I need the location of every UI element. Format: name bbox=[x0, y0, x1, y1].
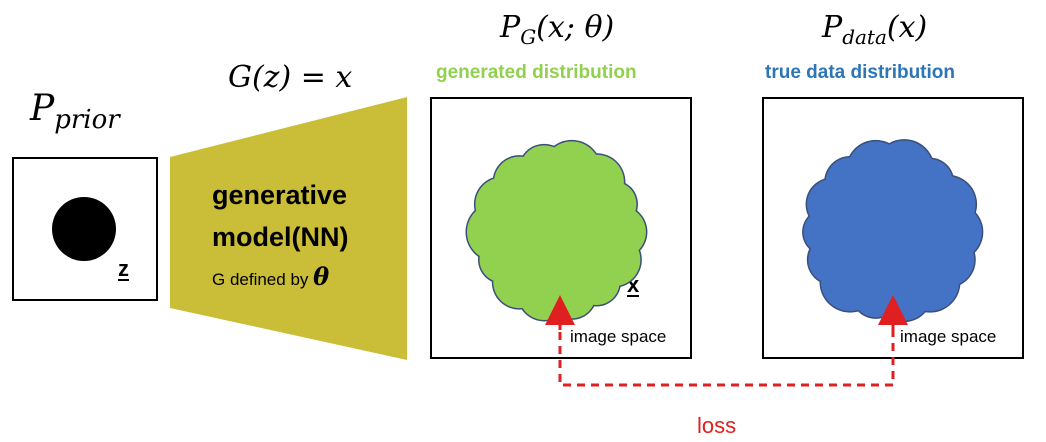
prior-box: z bbox=[12, 157, 158, 301]
generated-space-label: image space bbox=[570, 327, 667, 346]
generator-title-line1: generative bbox=[212, 180, 348, 210]
true-distribution-blob bbox=[802, 139, 984, 323]
true-math-label: Pdata(x) bbox=[822, 10, 927, 49]
loss-connector bbox=[558, 318, 895, 387]
prior-label: Pprior bbox=[30, 88, 120, 135]
generated-label: generated distribution bbox=[436, 62, 637, 83]
generator-caption-prefix: G defined by bbox=[212, 270, 309, 289]
theta-symbol: θ bbox=[313, 262, 330, 291]
generated-distribution-blob bbox=[465, 139, 648, 322]
prior-point bbox=[52, 197, 116, 261]
true-math-args: (x) bbox=[886, 10, 928, 45]
prior-label-main: P bbox=[30, 88, 55, 129]
generator-caption: G defined by θ bbox=[212, 262, 329, 291]
generated-math-sub: G bbox=[520, 25, 537, 49]
true-math-sub: data bbox=[842, 25, 887, 49]
z-label: z bbox=[118, 256, 129, 281]
cloud-puff bbox=[919, 176, 976, 233]
true-space-label: image space bbox=[900, 327, 997, 346]
generated-math-args: (x; θ) bbox=[536, 10, 615, 45]
cloud-puff bbox=[591, 181, 637, 227]
generated-math-main: P bbox=[500, 10, 521, 45]
generator-trapezoid bbox=[170, 97, 407, 360]
prior-label-sub: prior bbox=[54, 105, 120, 136]
generator-equation: G(z) = x bbox=[228, 60, 353, 95]
loss-label: loss bbox=[697, 413, 737, 438]
generator-title-line2: model(NN) bbox=[212, 222, 349, 252]
true-label: true data distribution bbox=[765, 62, 955, 83]
generated-math-label: PG(x; θ) bbox=[500, 10, 614, 49]
true-math-main: P bbox=[822, 10, 843, 45]
